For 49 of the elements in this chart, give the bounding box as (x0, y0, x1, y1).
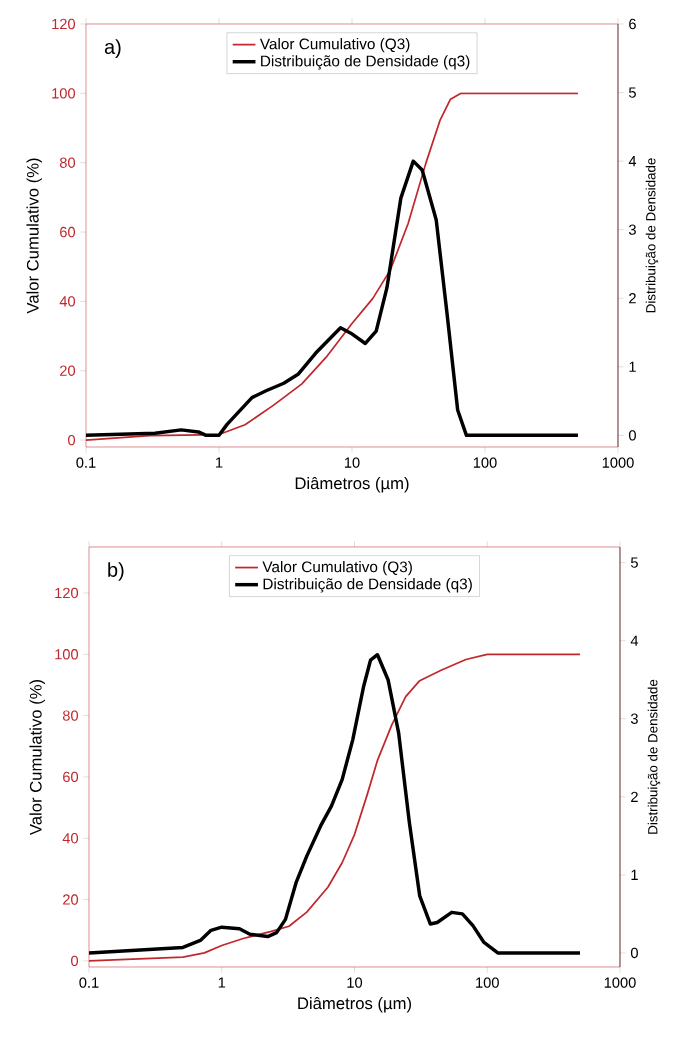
x-tick-label: 100 (473, 457, 497, 468)
y-tick-label: 40 (62, 833, 79, 844)
x-axis-title: Diâmetros (µm) (295, 476, 409, 493)
x-tick-label: 1 (218, 977, 226, 988)
y-tick-label: 80 (59, 157, 76, 168)
y-tick-label: 80 (62, 710, 79, 721)
y2-tick-label: 2 (629, 293, 636, 304)
y-tick-label: 20 (63, 894, 79, 905)
y-tick-label: 100 (55, 649, 79, 660)
y-tick-label: 0 (68, 434, 76, 446)
y2-tick-label: 1 (629, 361, 636, 372)
y-tick-label: 20 (60, 365, 76, 376)
x-tick-label: 1000 (604, 977, 636, 988)
legend-label: Valor Cumulativo (Q3) (259, 38, 410, 53)
y2-tick-label: 4 (630, 635, 639, 646)
y-tick-label: 120 (55, 587, 79, 599)
x-tick-label: 1 (216, 457, 223, 468)
y2-tick-label: 4 (628, 156, 637, 167)
y-tick-label: 120 (52, 18, 76, 30)
legend-label: Valor Cumulativo (Q3) (262, 561, 412, 576)
x-tick-label: 1000 (602, 457, 634, 468)
annotation: a) (104, 39, 121, 58)
x-tick-label: 10 (347, 977, 363, 988)
y2-tick-label: 5 (628, 87, 636, 98)
x-tick-label: 100 (476, 977, 499, 988)
legend-label: Distribuição de Densidade (q3) (263, 578, 472, 593)
y-axis-title: Valor Cumulativo (%) (26, 158, 42, 314)
annotation: b) (108, 562, 124, 581)
y2-axis-title: Distribuição de Densidade (647, 679, 661, 834)
x-tick-label: 10 (344, 457, 360, 468)
y-tick-label: 60 (63, 771, 79, 783)
y2-tick-label: 2 (631, 791, 638, 802)
x-tick-label: 0.1 (79, 977, 99, 988)
y-tick-label: 40 (59, 296, 76, 307)
legend-label: Distribuição de Densidade (q3) (261, 55, 470, 70)
y2-tick-label: 3 (630, 713, 638, 724)
x-axis-title: Diâmetros (µm) (298, 996, 412, 1013)
y2-tick-label: 0 (628, 430, 636, 441)
y2-tick-label: 3 (628, 224, 636, 235)
y-axis-title: Valor Cumulativo (%) (29, 679, 45, 836)
y2-tick-label: 6 (629, 18, 636, 30)
y2-tick-label: 0 (630, 947, 638, 959)
y2-axis-title: Distribuição de Densidade (645, 158, 659, 313)
y-tick-label: 0 (71, 955, 79, 967)
y2-tick-label: 5 (630, 557, 638, 568)
y-tick-label: 60 (60, 226, 76, 238)
y2-tick-label: 1 (631, 869, 638, 880)
y-tick-label: 100 (52, 88, 76, 99)
x-tick-label: 0.1 (76, 457, 96, 468)
